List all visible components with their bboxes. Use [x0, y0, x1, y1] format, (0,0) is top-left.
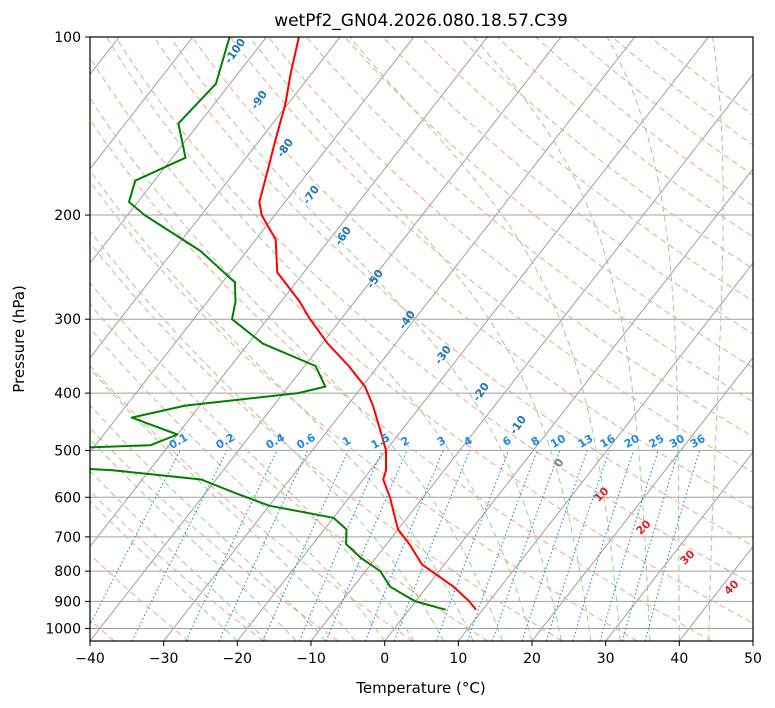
mixing-ratio-line: [325, 450, 408, 641]
y-axis-title: Pressure (hPa): [10, 285, 28, 393]
x-tick-label: 0: [380, 651, 389, 667]
x-axis-title: Temperature (°C): [355, 679, 485, 697]
y-tick-label: 600: [54, 490, 81, 506]
mixing-ratio-line: [572, 450, 635, 641]
mixing-ratio-line: [131, 450, 228, 641]
mixing-ratio-line: [262, 450, 349, 641]
x-tick-label: 10: [449, 651, 467, 667]
mixing-ratio-line: [466, 450, 538, 641]
dewpoint-profile: [90, 37, 447, 611]
plot-frame: [89, 36, 754, 642]
dry-adiabat-line: [90, 180, 638, 641]
mixing-ratio-line: [644, 450, 701, 641]
moist-adiabat-line: [90, 281, 415, 641]
mixing-ratio-line: [435, 450, 510, 641]
moist-adiabat-line: [708, 37, 724, 641]
x-axis: −40 −30 −20 −10 0 10 20 30 40 50: [75, 641, 762, 667]
isotherm-line: [90, 37, 194, 170]
dry-adiabat-line: [115, 37, 753, 585]
isotherm-line: [90, 37, 488, 548]
dry-adiabat-line: [229, 37, 753, 473]
y-tick-label: 300: [54, 312, 81, 328]
mixing-ratio-line: [491, 450, 561, 641]
moist-adiabat-line: [249, 37, 592, 641]
x-tick-label: 50: [744, 651, 762, 667]
dry-adiabat-line: [191, 37, 753, 510]
x-tick-label: 20: [523, 651, 541, 667]
dry-adiabat-line: [90, 365, 414, 641]
moist-adiabat-line: [90, 230, 445, 641]
isotherm-line: [90, 37, 341, 359]
x-tick-label: −30: [149, 651, 179, 667]
dry-adiabat-line: [90, 119, 712, 641]
profile-lines: [90, 37, 477, 611]
moist-adiabat-line: [169, 37, 562, 641]
isotherm-line: [90, 37, 415, 453]
moist-adiabat-line: [90, 470, 268, 641]
isotherm-line: [163, 37, 636, 641]
mixing-ratio-line: [621, 450, 680, 641]
y-tick-label: 1000: [45, 621, 81, 637]
moist-adiabat-line: [106, 37, 533, 641]
temperature-profile: [258, 37, 477, 611]
moist-adiabat-line: [90, 367, 356, 641]
mixing-ratio-line: [545, 450, 610, 641]
isotherm-line: [384, 167, 753, 641]
moist-adiabat-line: [90, 500, 238, 641]
dry-adiabat-line: [90, 554, 190, 641]
isotherm-line: [531, 356, 753, 641]
moist-adiabat-line: [90, 438, 297, 641]
mixing-ratio-line: [393, 450, 471, 641]
dry-adiabat-line: [267, 37, 753, 438]
dry-adiabat-line: [90, 56, 753, 624]
moist-adiabat-line: [90, 169, 474, 641]
mixing-ratio-line: [364, 450, 444, 641]
dry-adiabat-line: [153, 37, 753, 547]
y-tick-label: 700: [54, 530, 81, 546]
mixing-ratio-line: [599, 450, 659, 641]
dry-adiabat-line: [90, 303, 488, 641]
x-tick-label: −20: [223, 651, 253, 667]
x-tick-label: 30: [597, 651, 615, 667]
y-tick-label: 100: [54, 30, 81, 46]
isotherm-line: [90, 37, 267, 265]
x-tick-label: 40: [670, 651, 688, 667]
moist-adiabat-line: [606, 37, 680, 641]
dry-adiabat-line: [90, 427, 339, 641]
moist-adiabat-line: [90, 404, 327, 641]
background-lines: [90, 37, 753, 641]
moist-adiabat-line: [90, 327, 386, 641]
moist-adiabat-line: [473, 37, 651, 641]
y-axis: 100 200 300 400 500 600 700 800 900 1000: [45, 30, 90, 637]
y-tick-label: 800: [54, 564, 81, 580]
x-tick-label: −10: [296, 651, 326, 667]
y-tick-label: 900: [54, 594, 81, 610]
mixing-ratio-line: [521, 450, 588, 641]
chart-title: wetPf2_GN04.2026.080.18.57.C39: [274, 11, 568, 31]
x-tick-label: −40: [75, 651, 105, 667]
moist-adiabat-line: [349, 37, 621, 641]
mixing-ratio-line: [298, 450, 383, 641]
y-tick-label: 200: [54, 208, 81, 224]
isotherm-line: [605, 451, 753, 641]
y-tick-label: 400: [54, 386, 81, 402]
y-tick-label: 500: [54, 443, 81, 459]
dry-adiabat-line: [90, 242, 563, 641]
isotherm-line: [236, 37, 709, 641]
isotherm-line: [310, 73, 753, 641]
